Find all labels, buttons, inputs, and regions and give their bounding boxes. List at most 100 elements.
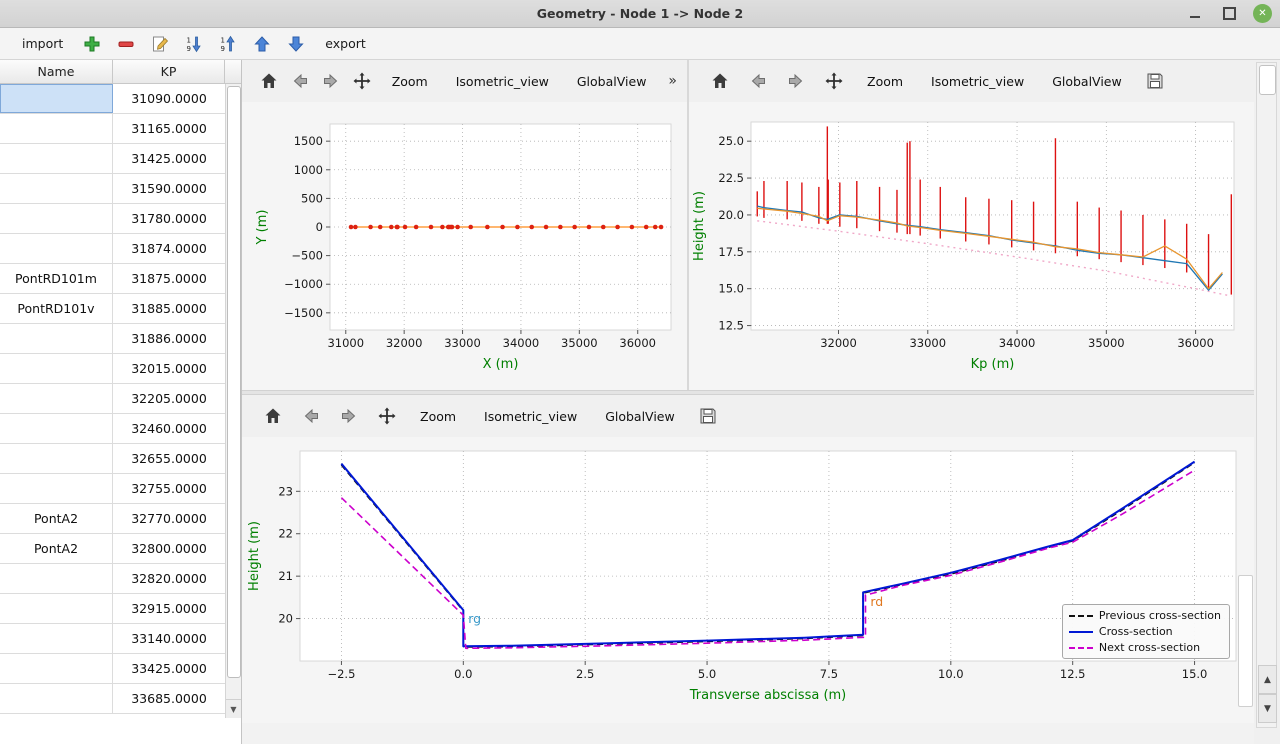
cell-name[interactable] (0, 144, 113, 173)
chart-xy-view[interactable]: 31000 32000 33000 34000 35000 36000 −1500 −1000… (242, 102, 687, 390)
svg-text:9: 9 (221, 45, 225, 53)
save-button[interactable] (1138, 66, 1172, 96)
cell-kp[interactable]: 33140.0000 (131, 631, 207, 646)
global-view-button[interactable]: GlobalView (565, 68, 659, 95)
save-button[interactable] (691, 401, 725, 431)
back-button[interactable] (287, 66, 314, 96)
cell-kp[interactable]: 32820.0000 (131, 571, 207, 586)
cell-kp[interactable]: 32770.0000 (131, 511, 207, 526)
bottom-panel-scrollbar-thumb[interactable] (1238, 575, 1253, 707)
cell-kp[interactable]: 31875.0000 (131, 271, 207, 286)
home-button[interactable] (703, 66, 737, 96)
chart-canvas[interactable]: 31000 32000 33000 34000 35000 36000 −1500 −1000… (242, 102, 687, 390)
isometric-view-button[interactable]: Isometric_view (472, 403, 589, 430)
cell-name[interactable] (0, 654, 113, 683)
cell-kp[interactable]: 32755.0000 (131, 481, 207, 496)
chart-cross-section[interactable]: Previous cross-section Cross-section Next … (242, 437, 1254, 723)
remove-row-button[interactable] (113, 31, 139, 57)
zoom-button[interactable]: Zoom (408, 403, 468, 430)
cell-name[interactable] (0, 204, 113, 233)
table-scrollbar-thumb[interactable] (227, 86, 241, 678)
zoom-button[interactable]: Zoom (855, 68, 915, 95)
cell-name[interactable] (0, 324, 113, 353)
titlebar[interactable]: Geometry - Node 1 -> Node 2 ✕ (0, 0, 1280, 28)
global-view-button[interactable]: GlobalView (1040, 68, 1134, 95)
cell-name[interactable] (0, 174, 113, 203)
isometric-view-button[interactable]: Isometric_view (919, 68, 1036, 95)
zoom-button[interactable]: Zoom (380, 68, 440, 95)
vertical-splitter[interactable] (687, 60, 689, 390)
cell-name[interactable] (0, 444, 113, 473)
window-scrollbar-thumb[interactable] (1259, 65, 1276, 95)
toolbar-overflow-button[interactable]: » (662, 71, 683, 91)
column-header-name[interactable]: Name (0, 60, 113, 84)
table-row: PontRD101v 31885.0000 (0, 294, 225, 324)
cell-kp[interactable]: 31590.0000 (131, 181, 207, 196)
isometric-view-button[interactable]: Isometric_view (444, 68, 561, 95)
cell-kp[interactable]: 31874.0000 (131, 241, 207, 256)
back-button[interactable] (741, 66, 775, 96)
cell-name[interactable] (0, 684, 113, 713)
home-button[interactable] (256, 66, 283, 96)
cell-name[interactable] (0, 564, 113, 593)
table-scrollbar-down-button[interactable]: ▼ (226, 699, 241, 718)
cell-kp[interactable]: 32205.0000 (131, 391, 207, 406)
cell-name[interactable] (0, 594, 113, 623)
pan-button[interactable] (817, 66, 851, 96)
chart-canvas[interactable]: 32000 33000 34000 35000 36000 12.5 15.0 17.5 20.… (689, 102, 1254, 390)
cell-name[interactable] (0, 624, 113, 653)
close-button[interactable]: ✕ (1253, 4, 1272, 23)
cell-name[interactable]: PontA2 (0, 534, 113, 563)
import-button[interactable]: import (14, 32, 71, 55)
global-view-button[interactable]: GlobalView (593, 403, 687, 430)
column-header-kp[interactable]: KP (113, 60, 225, 84)
cell-name[interactable] (0, 384, 113, 413)
cell-name[interactable]: PontRD101m (0, 264, 113, 293)
cell-name[interactable] (0, 234, 113, 263)
scroll-down-button[interactable]: ▼ (1258, 694, 1277, 723)
move-down-button[interactable] (283, 31, 309, 57)
cell-name[interactable] (0, 84, 113, 113)
restore-button[interactable] (1219, 4, 1239, 24)
add-row-button[interactable] (79, 31, 105, 57)
cell-kp[interactable]: 31780.0000 (131, 211, 207, 226)
cell-name[interactable] (0, 114, 113, 143)
window-controls: ✕ (1185, 0, 1272, 27)
table-scrollbar[interactable]: ▼ (225, 84, 241, 718)
move-up-button[interactable] (249, 31, 275, 57)
cell-name[interactable]: PontRD101v (0, 294, 113, 323)
chart-longitudinal-profile[interactable]: 32000 33000 34000 35000 36000 12.5 15.0 17.5 20.… (689, 102, 1254, 390)
cell-name[interactable] (0, 414, 113, 443)
cell-kp[interactable]: 31425.0000 (131, 151, 207, 166)
cell-kp[interactable]: 33685.0000 (131, 691, 207, 706)
pan-button[interactable] (370, 401, 404, 431)
minimize-button[interactable] (1185, 4, 1205, 24)
cell-name[interactable]: PontA2 (0, 504, 113, 533)
cell-name[interactable] (0, 354, 113, 383)
forward-button[interactable] (318, 66, 345, 96)
forward-button[interactable] (332, 401, 366, 431)
export-button[interactable]: export (317, 32, 374, 55)
chart-canvas[interactable]: −2.5 0.0 2.5 5.0 7.5 10.0 12.5 15.0 20 21 22 23 rg rd… (242, 437, 1254, 723)
cell-kp[interactable]: 32915.0000 (131, 601, 207, 616)
back-button[interactable] (294, 401, 328, 431)
home-button[interactable] (256, 401, 290, 431)
cell-kp[interactable]: 31165.0000 (131, 121, 207, 136)
cell-kp[interactable]: 32015.0000 (131, 361, 207, 376)
cell-kp[interactable]: 32655.0000 (131, 451, 207, 466)
window-scrollbar[interactable]: ▲ ▼ (1256, 62, 1277, 728)
edit-button[interactable] (147, 31, 173, 57)
cell-kp[interactable]: 31885.0000 (131, 301, 207, 316)
cell-kp[interactable]: 32460.0000 (131, 421, 207, 436)
forward-button[interactable] (779, 66, 813, 96)
cell-kp[interactable]: 31090.0000 (131, 91, 207, 106)
cell-kp[interactable]: 33425.0000 (131, 661, 207, 676)
horizontal-splitter[interactable] (242, 390, 1254, 395)
scroll-up-button[interactable]: ▲ (1258, 665, 1277, 694)
cell-kp[interactable]: 31886.0000 (131, 331, 207, 346)
cell-name[interactable] (0, 474, 113, 503)
cell-kp[interactable]: 32800.0000 (131, 541, 207, 556)
pan-button[interactable] (349, 66, 376, 96)
